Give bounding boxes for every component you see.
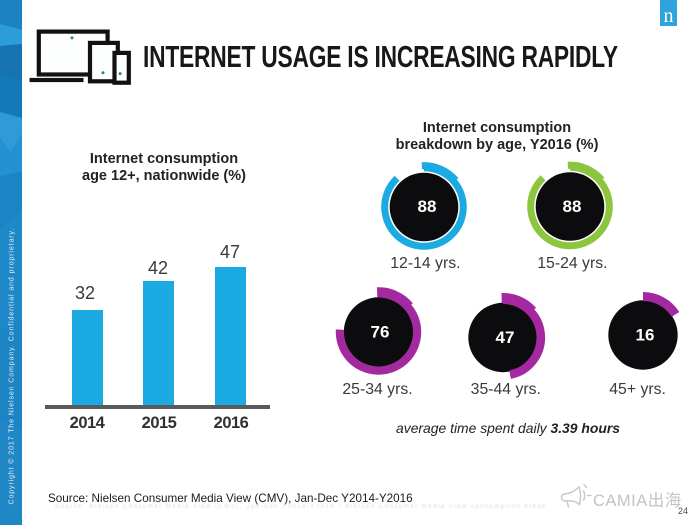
svg-text:88: 88 (563, 197, 582, 216)
svg-text:47: 47 (496, 328, 515, 347)
svg-text:88: 88 (418, 197, 437, 216)
svg-text:16: 16 (636, 326, 655, 345)
svg-text:Copyright © 2017 The Nielsen C: Copyright © 2017 The Nielsen Company. Co… (8, 228, 16, 505)
svg-text:76: 76 (371, 323, 390, 342)
